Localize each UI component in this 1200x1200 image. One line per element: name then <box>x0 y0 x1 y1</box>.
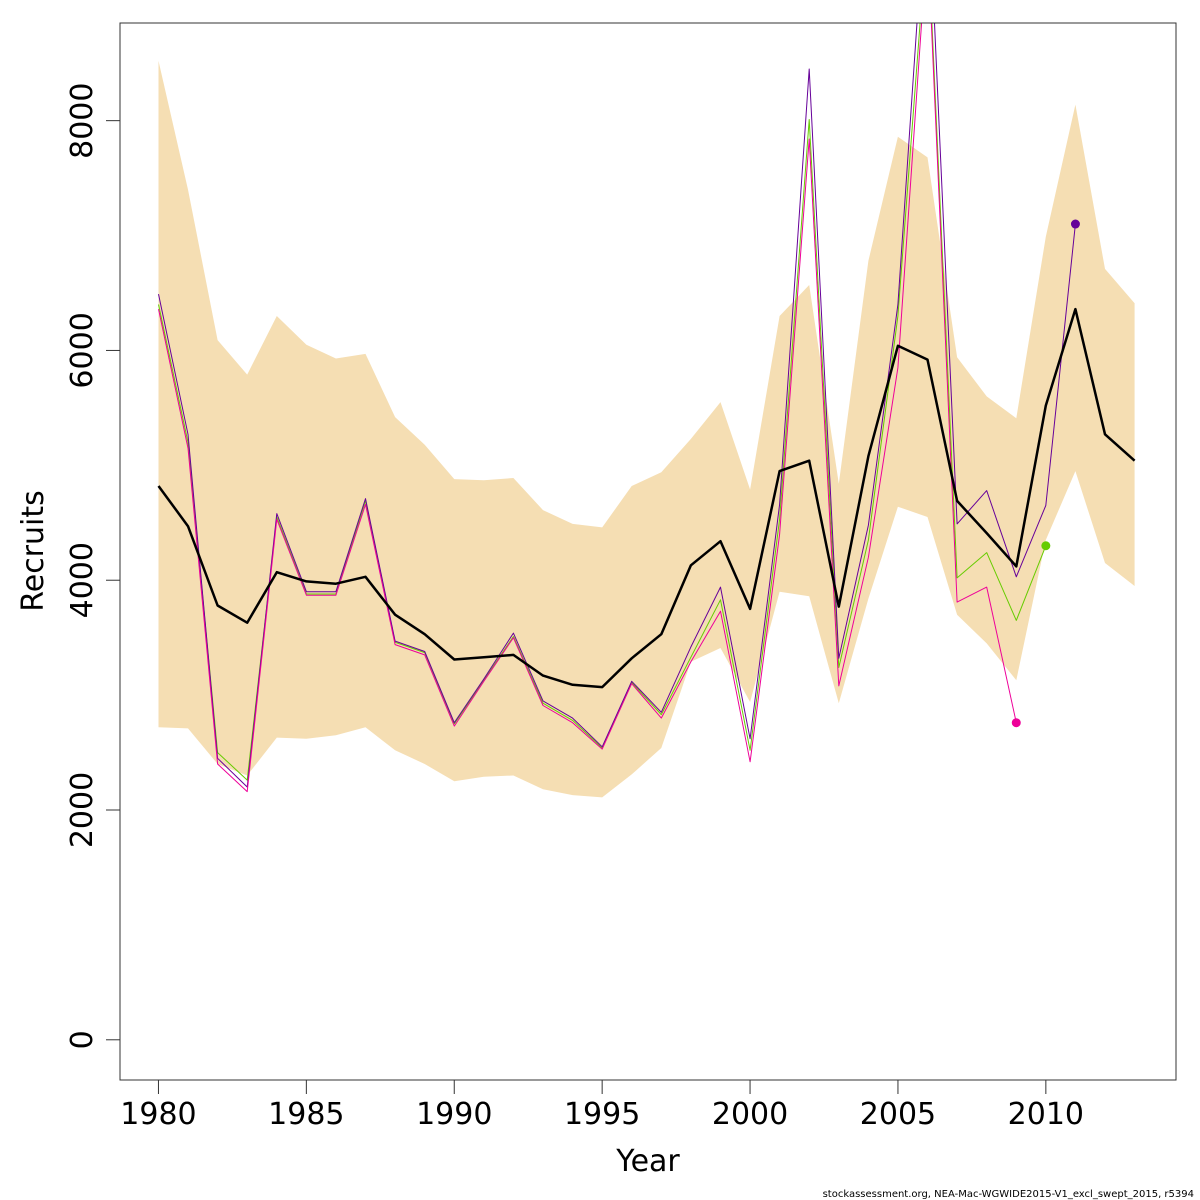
x-axis: 1980 1985 1990 1995 2000 2005 2010 <box>120 1079 1084 1132</box>
terminal-point-purple <box>1070 219 1080 229</box>
x-tick-label: 1990 <box>416 1097 492 1132</box>
terminal-point-green <box>1041 541 1051 551</box>
retro-line-magenta <box>158 23 1017 793</box>
x-axis-title: Year <box>615 1144 680 1179</box>
x-tick-label: 1980 <box>120 1097 196 1132</box>
terminal-point-magenta <box>1011 718 1021 728</box>
x-tick-label: 2000 <box>712 1097 788 1132</box>
y-axis: 0 2000 4000 6000 8000 <box>65 83 121 1049</box>
confidence-band <box>158 60 1135 798</box>
y-tick-label: 8000 <box>65 83 100 159</box>
x-tick-label: 2010 <box>1008 1097 1084 1132</box>
x-tick-label: 1985 <box>268 1097 344 1132</box>
x-tick-label: 1995 <box>564 1097 640 1132</box>
footer-credit: stockassessment.org, NEA-Mac-WGWIDE2015-… <box>823 1189 1194 1200</box>
terminal-points <box>1011 219 1080 728</box>
retro-line-purple <box>158 23 1076 788</box>
confidence-band-area <box>158 60 1135 798</box>
y-axis-title: Recruits <box>16 490 51 612</box>
y-tick-label: 6000 <box>65 312 100 388</box>
series-lines <box>157 23 1136 793</box>
y-tick-label: 2000 <box>65 772 100 848</box>
estimate-line <box>157 307 1136 689</box>
y-tick-label: 4000 <box>65 542 100 618</box>
x-tick-label: 2005 <box>860 1097 936 1132</box>
y-tick-label: 0 <box>65 1030 100 1049</box>
